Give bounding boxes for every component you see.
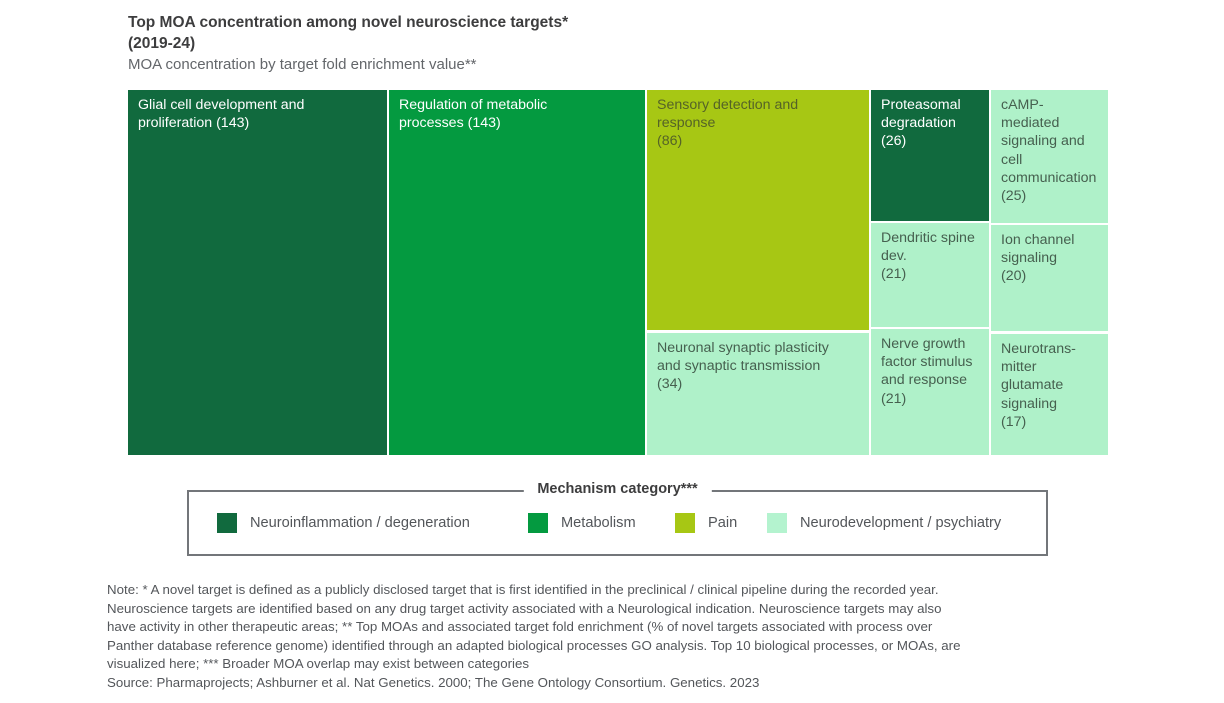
chart-title-line-1: Top MOA concentration among novel neuros… [128,14,569,31]
footnotes: Note: * A novel target is defined as a p… [107,581,1122,693]
legend-item-neuroinflammation: Neuroinflammation / degeneration [217,513,470,533]
treemap-node-nerve-growth-factor: Nerve growth factor stimulus and respons… [871,329,989,455]
legend-item-neurodevelopment: Neurodevelopment / psychiatry [767,513,1001,533]
neurodevelopment-swatch-icon [767,513,787,533]
chart-title-line-2: (2019-24) [128,35,196,52]
note-line-4: Panther database reference genome) ident… [107,637,961,653]
note-line-3: have activity in other therapeutic areas… [107,619,933,635]
legend-box: Mechanism category*** Neuroinflammation … [187,481,1048,556]
pain-swatch-icon [675,513,695,533]
note-line-1: Note: * A novel target is defined as a p… [107,582,939,597]
treemap-node-neurotransmitter-glutamate: Neurotrans- mitter glutamate signaling (… [991,334,1108,455]
legend-title: Mechanism category*** [523,481,712,497]
source-line: Source: Pharmaprojects; Ashburner et al.… [107,674,760,690]
treemap-node-neuronal-synaptic-plasticity: Neuronal synaptic plasticity and synapti… [647,333,869,455]
treemap-node-proteasomal-degradation: Proteasomal degradation (26) [871,90,989,221]
legend-item-metabolism: Metabolism [528,513,636,533]
legend-item-label: Neuroinflammation / degeneration [250,515,470,531]
treemap-node-camp-signaling: cAMP- mediated signaling and cell commun… [991,90,1108,223]
treemap-node-regulation-metabolic: Regulation of metabolic processes (143) [389,90,645,455]
treemap-node-glial-cell-development: Glial cell development and proliferation… [128,90,387,455]
chart-header: Top MOA concentration among novel neuros… [128,12,568,75]
treemap-node-dendritic-spine-dev: Dendritic spine dev. (21) [871,223,989,327]
note-line-5: visualized here; *** Broader MOA overlap… [107,656,530,672]
metabolism-swatch-icon [528,513,548,533]
chart-subtitle: MOA concentration by target fold enrichm… [128,56,477,73]
note-line-2: Neuroscience targets are identified base… [107,600,942,616]
treemap-node-ion-channel-signaling: Ion channel signaling (20) [991,225,1108,331]
legend-item-label: Metabolism [561,515,636,531]
legend-item-label: Pain [708,515,738,531]
treemap: Glial cell development and proliferation… [128,90,1108,455]
neuroinflammation-swatch-icon [217,513,237,533]
treemap-node-sensory-detection: Sensory detection and response (86) [647,90,869,330]
legend-item-label: Neurodevelopment / psychiatry [800,515,1002,531]
legend-item-pain: Pain [675,513,737,533]
